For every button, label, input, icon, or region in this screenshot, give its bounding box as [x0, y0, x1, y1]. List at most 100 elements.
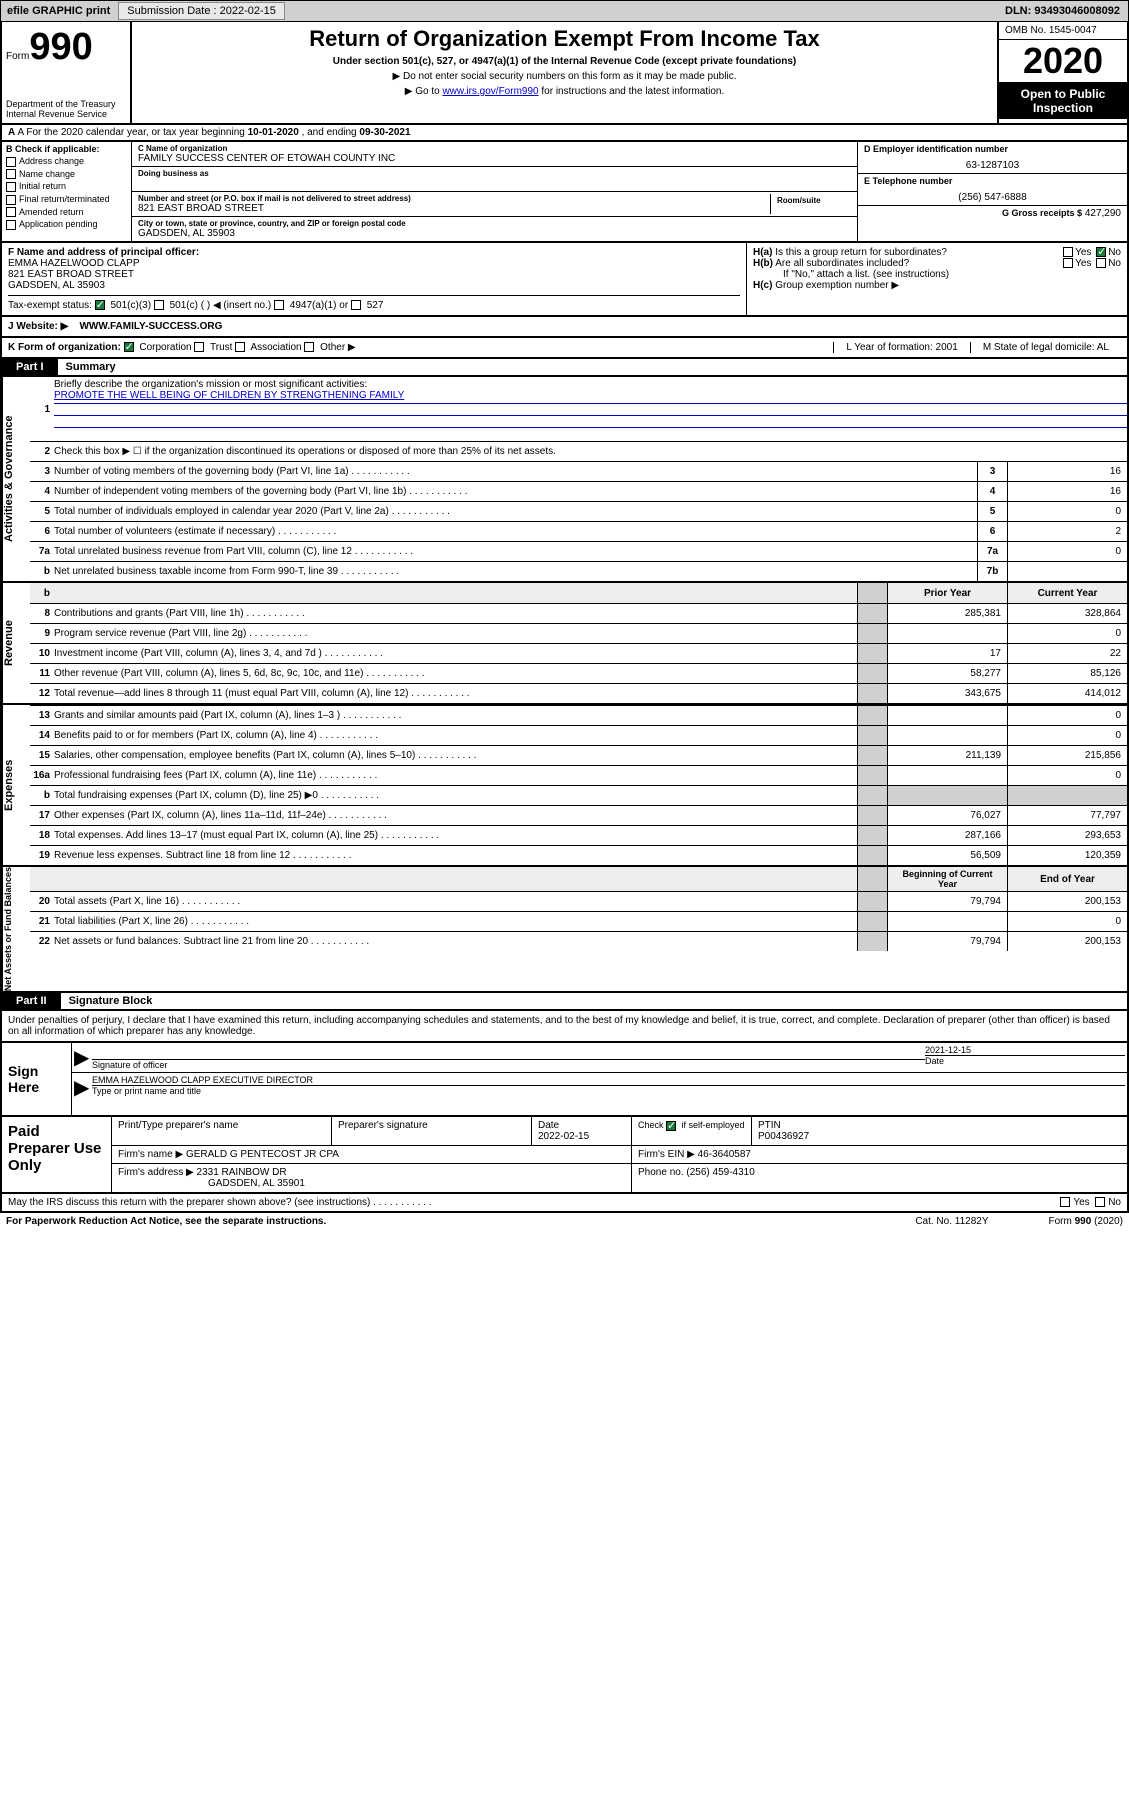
- line-2: 2 Check this box ▶ ☐ if the organization…: [30, 441, 1127, 461]
- street-cell: Number and street (or P.O. box if mail i…: [132, 192, 857, 217]
- tax-year-begin: 10-01-2020: [248, 127, 299, 138]
- discuss-no[interactable]: [1095, 1197, 1105, 1207]
- current-val: 77,797: [1007, 806, 1127, 825]
- current-val: [1007, 786, 1127, 805]
- prior-val: [887, 706, 1007, 725]
- col-f: F Name and address of principal officer:…: [2, 243, 747, 315]
- firm-name-label: Firm's name ▶: [118, 1149, 183, 1160]
- chk-4947[interactable]: [274, 300, 284, 310]
- line-6-text: Total number of volunteers (estimate if …: [54, 524, 977, 539]
- ha-yes[interactable]: [1063, 247, 1073, 257]
- hb-no[interactable]: [1096, 258, 1106, 268]
- sig-date-label: Date: [925, 1055, 1125, 1066]
- sig-date: 2021-12-15: [925, 1045, 1125, 1055]
- vtab-net: Net Assets or Fund Balances: [2, 867, 30, 991]
- room-label: Room/suite: [777, 196, 845, 205]
- submission-date-btn[interactable]: Submission Date : 2022-02-15: [118, 2, 285, 20]
- irs-link[interactable]: www.irs.gov/Form990: [442, 86, 538, 97]
- arrow-icon: ▶: [74, 1075, 92, 1100]
- fgh-row: F Name and address of principal officer:…: [0, 243, 1129, 317]
- chk-501c[interactable]: [154, 300, 164, 310]
- line-12: 12Total revenue—add lines 8 through 11 (…: [30, 683, 1127, 703]
- firm-ein-label: Firm's EIN ▶: [638, 1149, 695, 1160]
- ha-no[interactable]: [1096, 247, 1106, 257]
- tax-status-label: Tax-exempt status:: [8, 300, 92, 311]
- tax-status-row: Tax-exempt status: 501(c)(3) 501(c) ( ) …: [8, 295, 740, 311]
- val-3: 16: [1007, 462, 1127, 481]
- paperwork-notice: For Paperwork Reduction Act Notice, see …: [6, 1216, 915, 1227]
- current-val: 293,653: [1007, 826, 1127, 845]
- line-9: 9Program service revenue (Part VIII, lin…: [30, 623, 1127, 643]
- chk-self-employed[interactable]: [666, 1121, 676, 1131]
- chk-trust[interactable]: [194, 342, 204, 352]
- line-text: Total assets (Part X, line 16): [54, 894, 857, 909]
- chk-initial-return[interactable]: Initial return: [6, 181, 127, 192]
- chk-corp[interactable]: [124, 342, 134, 352]
- city: GADSDEN, AL 35903: [138, 228, 851, 239]
- chk-pending[interactable]: Application pending: [6, 219, 127, 230]
- dba-cell: Doing business as: [132, 167, 857, 192]
- line-7a: 7aTotal unrelated business revenue from …: [30, 541, 1127, 561]
- preparer-label: Paid Preparer Use Only: [2, 1117, 112, 1192]
- preparer-area: Paid Preparer Use Only Print/Type prepar…: [0, 1117, 1129, 1194]
- chk-amended[interactable]: Amended return: [6, 207, 127, 218]
- line-7b: bNet unrelated business taxable income f…: [30, 561, 1127, 581]
- ein: 63-1287103: [864, 154, 1121, 171]
- chk-501c3[interactable]: [95, 300, 105, 310]
- governance-section: Activities & Governance 1 Briefly descri…: [0, 377, 1129, 583]
- street: 821 EAST BROAD STREET: [138, 203, 770, 214]
- chk-assoc[interactable]: [235, 342, 245, 352]
- prep-date: 2022-02-15: [538, 1131, 589, 1142]
- line-1: 1 Briefly describe the organization's mi…: [30, 377, 1127, 441]
- hb-row: H(b) Are all subordinates included? Yes …: [753, 258, 1121, 269]
- prior-val: [887, 726, 1007, 745]
- part1-label: Part I: [2, 359, 58, 375]
- mission-link[interactable]: PROMOTE THE WELL BEING OF CHILDREN BY ST…: [54, 390, 404, 401]
- chk-other[interactable]: [304, 342, 314, 352]
- chk-address-change[interactable]: Address change: [6, 156, 127, 167]
- line-text: Other revenue (Part VIII, column (A), li…: [54, 666, 857, 681]
- prior-val: [887, 912, 1007, 931]
- line-text: Total fundraising expenses (Part IX, col…: [54, 788, 857, 803]
- prep-self-emp: Check if self-employed: [632, 1117, 752, 1145]
- ptin: P00436927: [758, 1131, 809, 1142]
- line-text: Net assets or fund balances. Subtract li…: [54, 934, 857, 949]
- hc-row: H(c) Group exemption number ▶: [753, 280, 1121, 291]
- current-val: 22: [1007, 644, 1127, 663]
- sign-area: Sign Here ▶ Signature of officer 2021-12…: [0, 1043, 1129, 1117]
- paperwork-row: For Paperwork Reduction Act Notice, see …: [0, 1213, 1129, 1230]
- year-formation: L Year of formation: 2001: [833, 342, 969, 353]
- prep-header-row: Print/Type preparer's name Preparer's si…: [112, 1117, 1127, 1146]
- discuss-yes[interactable]: [1060, 1197, 1070, 1207]
- col-d: D Employer identification number 63-1287…: [857, 142, 1127, 241]
- chk-final-return[interactable]: Final return/terminated: [6, 194, 127, 205]
- line-17: 17Other expenses (Part IX, column (A), l…: [30, 805, 1127, 825]
- dba-label: Doing business as: [138, 169, 851, 178]
- line-18: 18Total expenses. Add lines 13–17 (must …: [30, 825, 1127, 845]
- chk-527[interactable]: [351, 300, 361, 310]
- officer-addr2: GADSDEN, AL 35903: [8, 280, 740, 291]
- prior-val: 17: [887, 644, 1007, 663]
- officer-printed-name: EMMA HAZELWOOD CLAPP EXECUTIVE DIRECTOR: [92, 1075, 1125, 1085]
- hb-yes[interactable]: [1063, 258, 1073, 268]
- open-public: Open to Public Inspection: [999, 83, 1127, 119]
- form-ref: Form 990 (2020): [1049, 1216, 1123, 1227]
- line-text: Total revenue—add lines 8 through 11 (mu…: [54, 686, 857, 701]
- line-text: Other expenses (Part IX, column (A), lin…: [54, 808, 857, 823]
- header-right: OMB No. 1545-0047 2020 Open to Public In…: [997, 22, 1127, 123]
- firm-phone-label: Phone no.: [638, 1167, 684, 1178]
- col-b: B Check if applicable: Address change Na…: [2, 142, 132, 241]
- current-val: 0: [1007, 726, 1127, 745]
- prior-val: 79,794: [887, 892, 1007, 911]
- begin-year-hdr: Beginning of Current Year: [887, 867, 1007, 891]
- sub3-post: for instructions and the latest informat…: [541, 86, 724, 97]
- omb-number: OMB No. 1545-0047: [999, 22, 1127, 40]
- current-val: 0: [1007, 706, 1127, 725]
- current-val: 200,153: [1007, 932, 1127, 951]
- line-22: 22Net assets or fund balances. Subtract …: [30, 931, 1127, 951]
- form-word: Form: [6, 51, 29, 62]
- chk-name-change[interactable]: Name change: [6, 169, 127, 180]
- prior-val: [887, 624, 1007, 643]
- prior-val: 211,139: [887, 746, 1007, 765]
- phone-label: E Telephone number: [864, 176, 1121, 186]
